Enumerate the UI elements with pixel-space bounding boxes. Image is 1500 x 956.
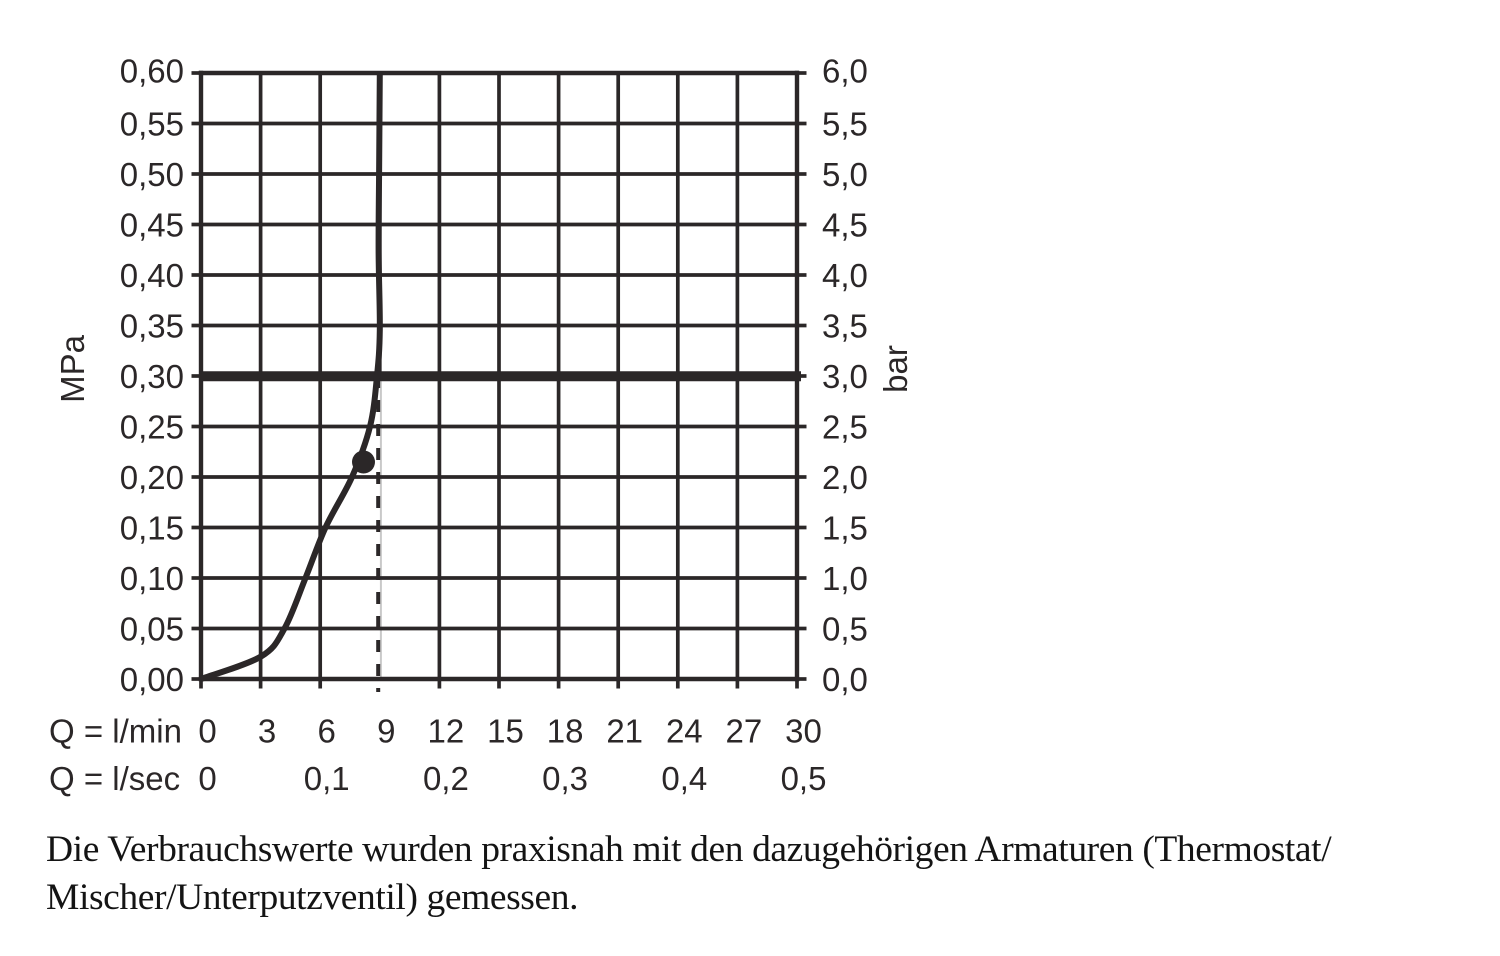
svg-text:18: 18 [547, 713, 584, 750]
svg-text:1,0: 1,0 [822, 560, 868, 597]
svg-text:Q = l/min: Q = l/min [49, 713, 182, 750]
svg-text:5,5: 5,5 [822, 106, 868, 143]
svg-text:Q = l/sec: Q = l/sec [49, 760, 180, 797]
svg-text:4,0: 4,0 [822, 257, 868, 294]
svg-text:MPa: MPa [54, 334, 91, 403]
svg-text:0,25: 0,25 [120, 409, 184, 446]
svg-text:0,45: 0,45 [120, 207, 184, 244]
svg-text:3: 3 [258, 713, 276, 750]
svg-text:0,05: 0,05 [120, 611, 184, 648]
svg-text:0,15: 0,15 [120, 510, 184, 547]
svg-text:Mischer/Unterputzventil) gemes: Mischer/Unterputzventil) gemessen. [46, 877, 578, 918]
svg-text:0,20: 0,20 [120, 459, 184, 496]
svg-text:30: 30 [785, 713, 822, 750]
svg-text:0,35: 0,35 [120, 308, 184, 345]
svg-text:12: 12 [428, 713, 465, 750]
svg-text:0,4: 0,4 [661, 760, 707, 797]
svg-text:0,5: 0,5 [822, 611, 868, 648]
svg-text:3,0: 3,0 [822, 358, 868, 395]
svg-text:0: 0 [198, 760, 216, 797]
svg-text:1,5: 1,5 [822, 510, 868, 547]
svg-text:9: 9 [377, 713, 395, 750]
svg-text:0,00: 0,00 [120, 661, 184, 698]
svg-text:0,30: 0,30 [120, 358, 184, 395]
svg-text:0,1: 0,1 [304, 760, 350, 797]
svg-text:6,0: 6,0 [822, 53, 868, 90]
svg-text:0,40: 0,40 [120, 257, 184, 294]
svg-text:0,55: 0,55 [120, 106, 184, 143]
svg-text:Die Verbrauchswerte wurden pra: Die Verbrauchswerte wurden praxisnah mit… [46, 829, 1332, 870]
svg-text:3,5: 3,5 [822, 308, 868, 345]
svg-text:2,0: 2,0 [822, 459, 868, 496]
svg-text:0: 0 [198, 713, 216, 750]
svg-text:0,50: 0,50 [120, 156, 184, 193]
svg-text:0,3: 0,3 [542, 760, 588, 797]
svg-text:27: 27 [726, 713, 763, 750]
svg-text:24: 24 [666, 713, 703, 750]
svg-text:6: 6 [318, 713, 336, 750]
svg-text:0,2: 0,2 [423, 760, 469, 797]
svg-text:2,5: 2,5 [822, 409, 868, 446]
svg-text:5,0: 5,0 [822, 156, 868, 193]
svg-text:0,5: 0,5 [781, 760, 827, 797]
svg-text:0,10: 0,10 [120, 560, 184, 597]
svg-text:21: 21 [606, 713, 643, 750]
svg-text:0,60: 0,60 [120, 53, 184, 90]
svg-text:4,5: 4,5 [822, 207, 868, 244]
svg-text:15: 15 [487, 713, 524, 750]
svg-text:bar: bar [877, 345, 914, 393]
svg-text:0,0: 0,0 [822, 661, 868, 698]
